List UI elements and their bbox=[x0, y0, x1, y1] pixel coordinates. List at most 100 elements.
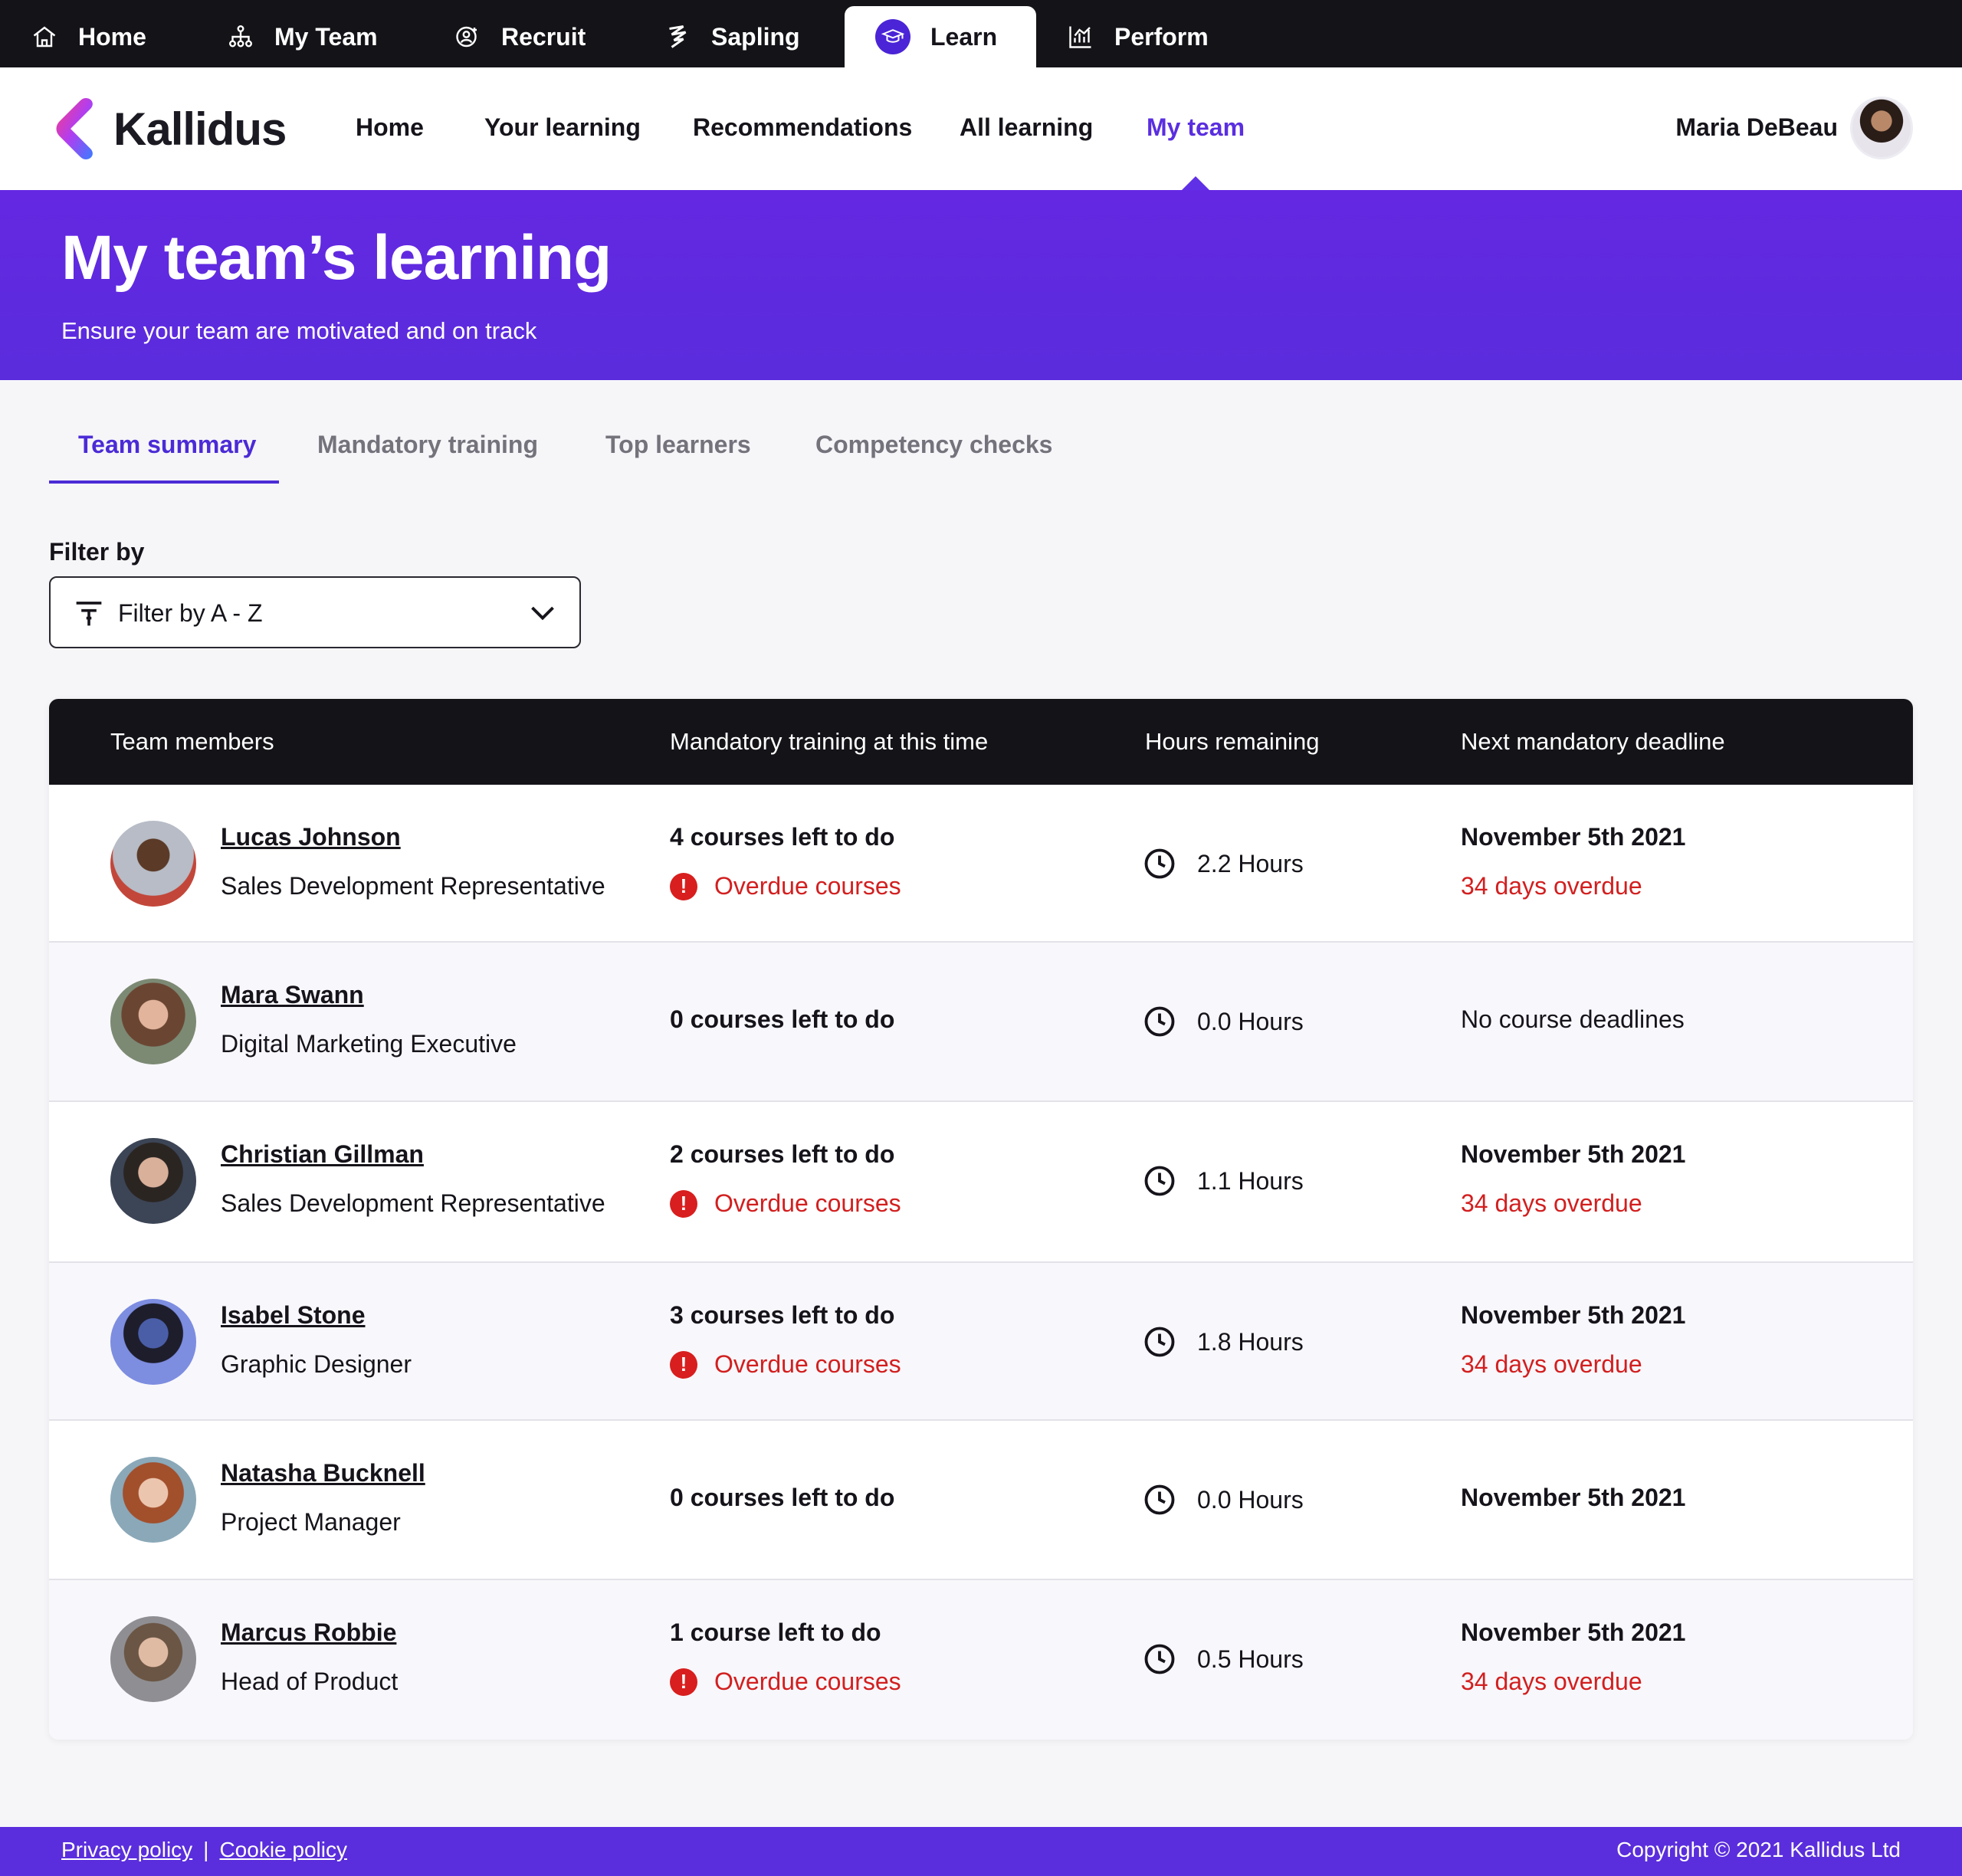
courses-left: 4 courses left to do bbox=[670, 823, 895, 851]
clock-icon bbox=[1144, 1484, 1175, 1515]
hours-value: 2.2 Hours bbox=[1197, 849, 1304, 877]
member-avatar[interactable] bbox=[110, 979, 196, 1064]
hours-remaining: 1.8 Hours bbox=[1143, 1326, 1304, 1358]
member-name-link[interactable]: Natasha Bucknell bbox=[221, 1459, 425, 1487]
app-tab-sapling[interactable]: Sapling bbox=[633, 6, 800, 67]
days-overdue: 34 days overdue bbox=[1461, 1668, 1642, 1695]
member-role: Project Manager bbox=[221, 1508, 401, 1536]
member-role: Sales Development Representative bbox=[221, 872, 605, 900]
tab-top-learners[interactable]: Top learners bbox=[605, 431, 751, 458]
courses-left: 1 course left to do bbox=[670, 1619, 881, 1646]
overdue-text: Overdue courses bbox=[714, 1189, 901, 1217]
filter-dropdown[interactable]: Filter by A - Z bbox=[49, 576, 581, 648]
home-icon bbox=[33, 26, 56, 48]
footer-separator: | bbox=[203, 1838, 209, 1861]
alert-icon: ! bbox=[670, 1189, 697, 1218]
user-name[interactable]: Maria DeBeau bbox=[1675, 113, 1838, 141]
overdue-text: Overdue courses bbox=[714, 1350, 901, 1378]
alert-icon: ! bbox=[670, 1668, 697, 1696]
clock-icon bbox=[1144, 848, 1175, 879]
page-hero: My team’s learning Ensure your team are … bbox=[0, 190, 1962, 380]
member-avatar[interactable] bbox=[110, 1299, 196, 1385]
deadline-date: November 5th 2021 bbox=[1461, 1484, 1686, 1511]
overdue-status: ! Overdue courses bbox=[670, 1668, 901, 1696]
member-role: Head of Product bbox=[221, 1668, 399, 1695]
page-subtitle: Ensure your team are motivated and on tr… bbox=[61, 317, 537, 344]
clock-icon bbox=[1144, 1327, 1175, 1357]
member-avatar[interactable] bbox=[110, 1457, 196, 1543]
column-header-team-members[interactable]: Team members bbox=[110, 728, 274, 755]
nav-home[interactable]: Home bbox=[356, 113, 424, 141]
nav-recommendations[interactable]: Recommendations bbox=[693, 113, 913, 141]
hours-value: 0.5 Hours bbox=[1197, 1645, 1304, 1673]
hours-remaining: 0.0 Hours bbox=[1143, 1005, 1304, 1038]
app-tab-home[interactable]: Home bbox=[0, 6, 146, 67]
member-role: Digital Marketing Executive bbox=[221, 1030, 517, 1058]
deadline-date: November 5th 2021 bbox=[1461, 823, 1686, 851]
kallidus-logo-icon bbox=[56, 98, 93, 159]
deadline-date: November 5th 2021 bbox=[1461, 1301, 1686, 1329]
member-name-link[interactable]: Mara Swann bbox=[221, 981, 364, 1009]
days-overdue: 34 days overdue bbox=[1461, 872, 1642, 900]
alert-icon: ! bbox=[670, 1350, 697, 1379]
courses-left: 2 courses left to do bbox=[670, 1140, 895, 1168]
alert-icon: ! bbox=[670, 872, 697, 900]
tab-competency-checks[interactable]: Competency checks bbox=[815, 431, 1053, 458]
org-chart-icon bbox=[228, 25, 252, 48]
kallidus-logo[interactable]: Kallidus bbox=[52, 95, 287, 162]
overdue-status: ! Overdue courses bbox=[670, 1189, 901, 1218]
cookie-policy-link[interactable]: Cookie policy bbox=[219, 1838, 347, 1861]
copyright: Copyright © 2021 Kallidus Ltd bbox=[1616, 1838, 1901, 1861]
member-role: Sales Development Representative bbox=[221, 1189, 605, 1217]
nav-all-learning[interactable]: All learning bbox=[960, 113, 1094, 141]
hours-value: 1.1 Hours bbox=[1197, 1166, 1304, 1195]
days-overdue: 34 days overdue bbox=[1461, 1350, 1642, 1378]
member-name-link[interactable]: Christian Gillman bbox=[221, 1140, 424, 1168]
table-row: Natasha Bucknell Project Manager 0 cours… bbox=[49, 1421, 1913, 1580]
hours-value: 1.8 Hours bbox=[1197, 1327, 1304, 1356]
member-name-link[interactable]: Marcus Robbie bbox=[221, 1619, 397, 1646]
member-role: Graphic Designer bbox=[221, 1350, 412, 1378]
team-summary-table: Team members Mandatory training at this … bbox=[49, 699, 1913, 1740]
hours-remaining: 2.2 Hours bbox=[1143, 848, 1304, 880]
nav-my-team[interactable]: My team bbox=[1147, 113, 1245, 141]
courses-left: 0 courses left to do bbox=[670, 1005, 895, 1033]
days-overdue: 34 days overdue bbox=[1461, 1189, 1642, 1217]
column-header-hours-remaining[interactable]: Hours remaining bbox=[1145, 728, 1320, 755]
table-row: Isabel Stone Graphic Designer 3 courses … bbox=[49, 1263, 1913, 1421]
brand-name: Kallidus bbox=[113, 103, 287, 155]
column-header-mandatory-training[interactable]: Mandatory training at this time bbox=[670, 728, 989, 755]
privacy-policy-link[interactable]: Privacy policy bbox=[61, 1838, 193, 1861]
tab-mandatory-training[interactable]: Mandatory training bbox=[317, 431, 539, 458]
courses-left: 0 courses left to do bbox=[670, 1484, 895, 1511]
member-avatar[interactable] bbox=[110, 1616, 196, 1702]
app-tab-recruit[interactable]: Recruit bbox=[423, 6, 586, 67]
member-avatar[interactable] bbox=[110, 1138, 196, 1224]
clock-icon bbox=[1144, 1644, 1175, 1674]
filter-icon bbox=[76, 602, 102, 626]
app-tab-learn[interactable]: Learn bbox=[845, 6, 1036, 67]
clock-icon bbox=[1144, 1166, 1175, 1196]
hours-value: 0.0 Hours bbox=[1197, 1485, 1304, 1514]
page-title: My team’s learning bbox=[61, 223, 612, 293]
user-avatar[interactable] bbox=[1850, 97, 1913, 159]
sapling-icon bbox=[669, 25, 687, 48]
table-row: Marcus Robbie Head of Product 1 course l… bbox=[49, 1580, 1913, 1740]
member-name-link[interactable]: Lucas Johnson bbox=[221, 823, 401, 851]
overdue-text: Overdue courses bbox=[714, 872, 901, 900]
member-name-link[interactable]: Isabel Stone bbox=[221, 1301, 366, 1329]
hours-remaining: 1.1 Hours bbox=[1143, 1165, 1304, 1197]
table-header: Team members Mandatory training at this … bbox=[49, 699, 1913, 785]
app-tab-perform[interactable]: Perform bbox=[1036, 6, 1209, 67]
chart-icon bbox=[1069, 26, 1091, 48]
tab-team-summary[interactable]: Team summary bbox=[78, 431, 257, 458]
app-tab-my-team[interactable]: My Team bbox=[196, 6, 378, 67]
column-header-next-deadline[interactable]: Next mandatory deadline bbox=[1461, 728, 1725, 755]
filter-label: Filter by bbox=[49, 538, 145, 566]
overdue-status: ! Overdue courses bbox=[670, 1350, 901, 1379]
hours-value: 0.0 Hours bbox=[1197, 1007, 1304, 1035]
member-avatar[interactable] bbox=[110, 821, 196, 907]
main-navigation: Kallidus Home Your learning Recommendati… bbox=[0, 67, 1962, 190]
deadline-date: No course deadlines bbox=[1461, 1005, 1685, 1033]
nav-your-learning[interactable]: Your learning bbox=[484, 113, 641, 141]
